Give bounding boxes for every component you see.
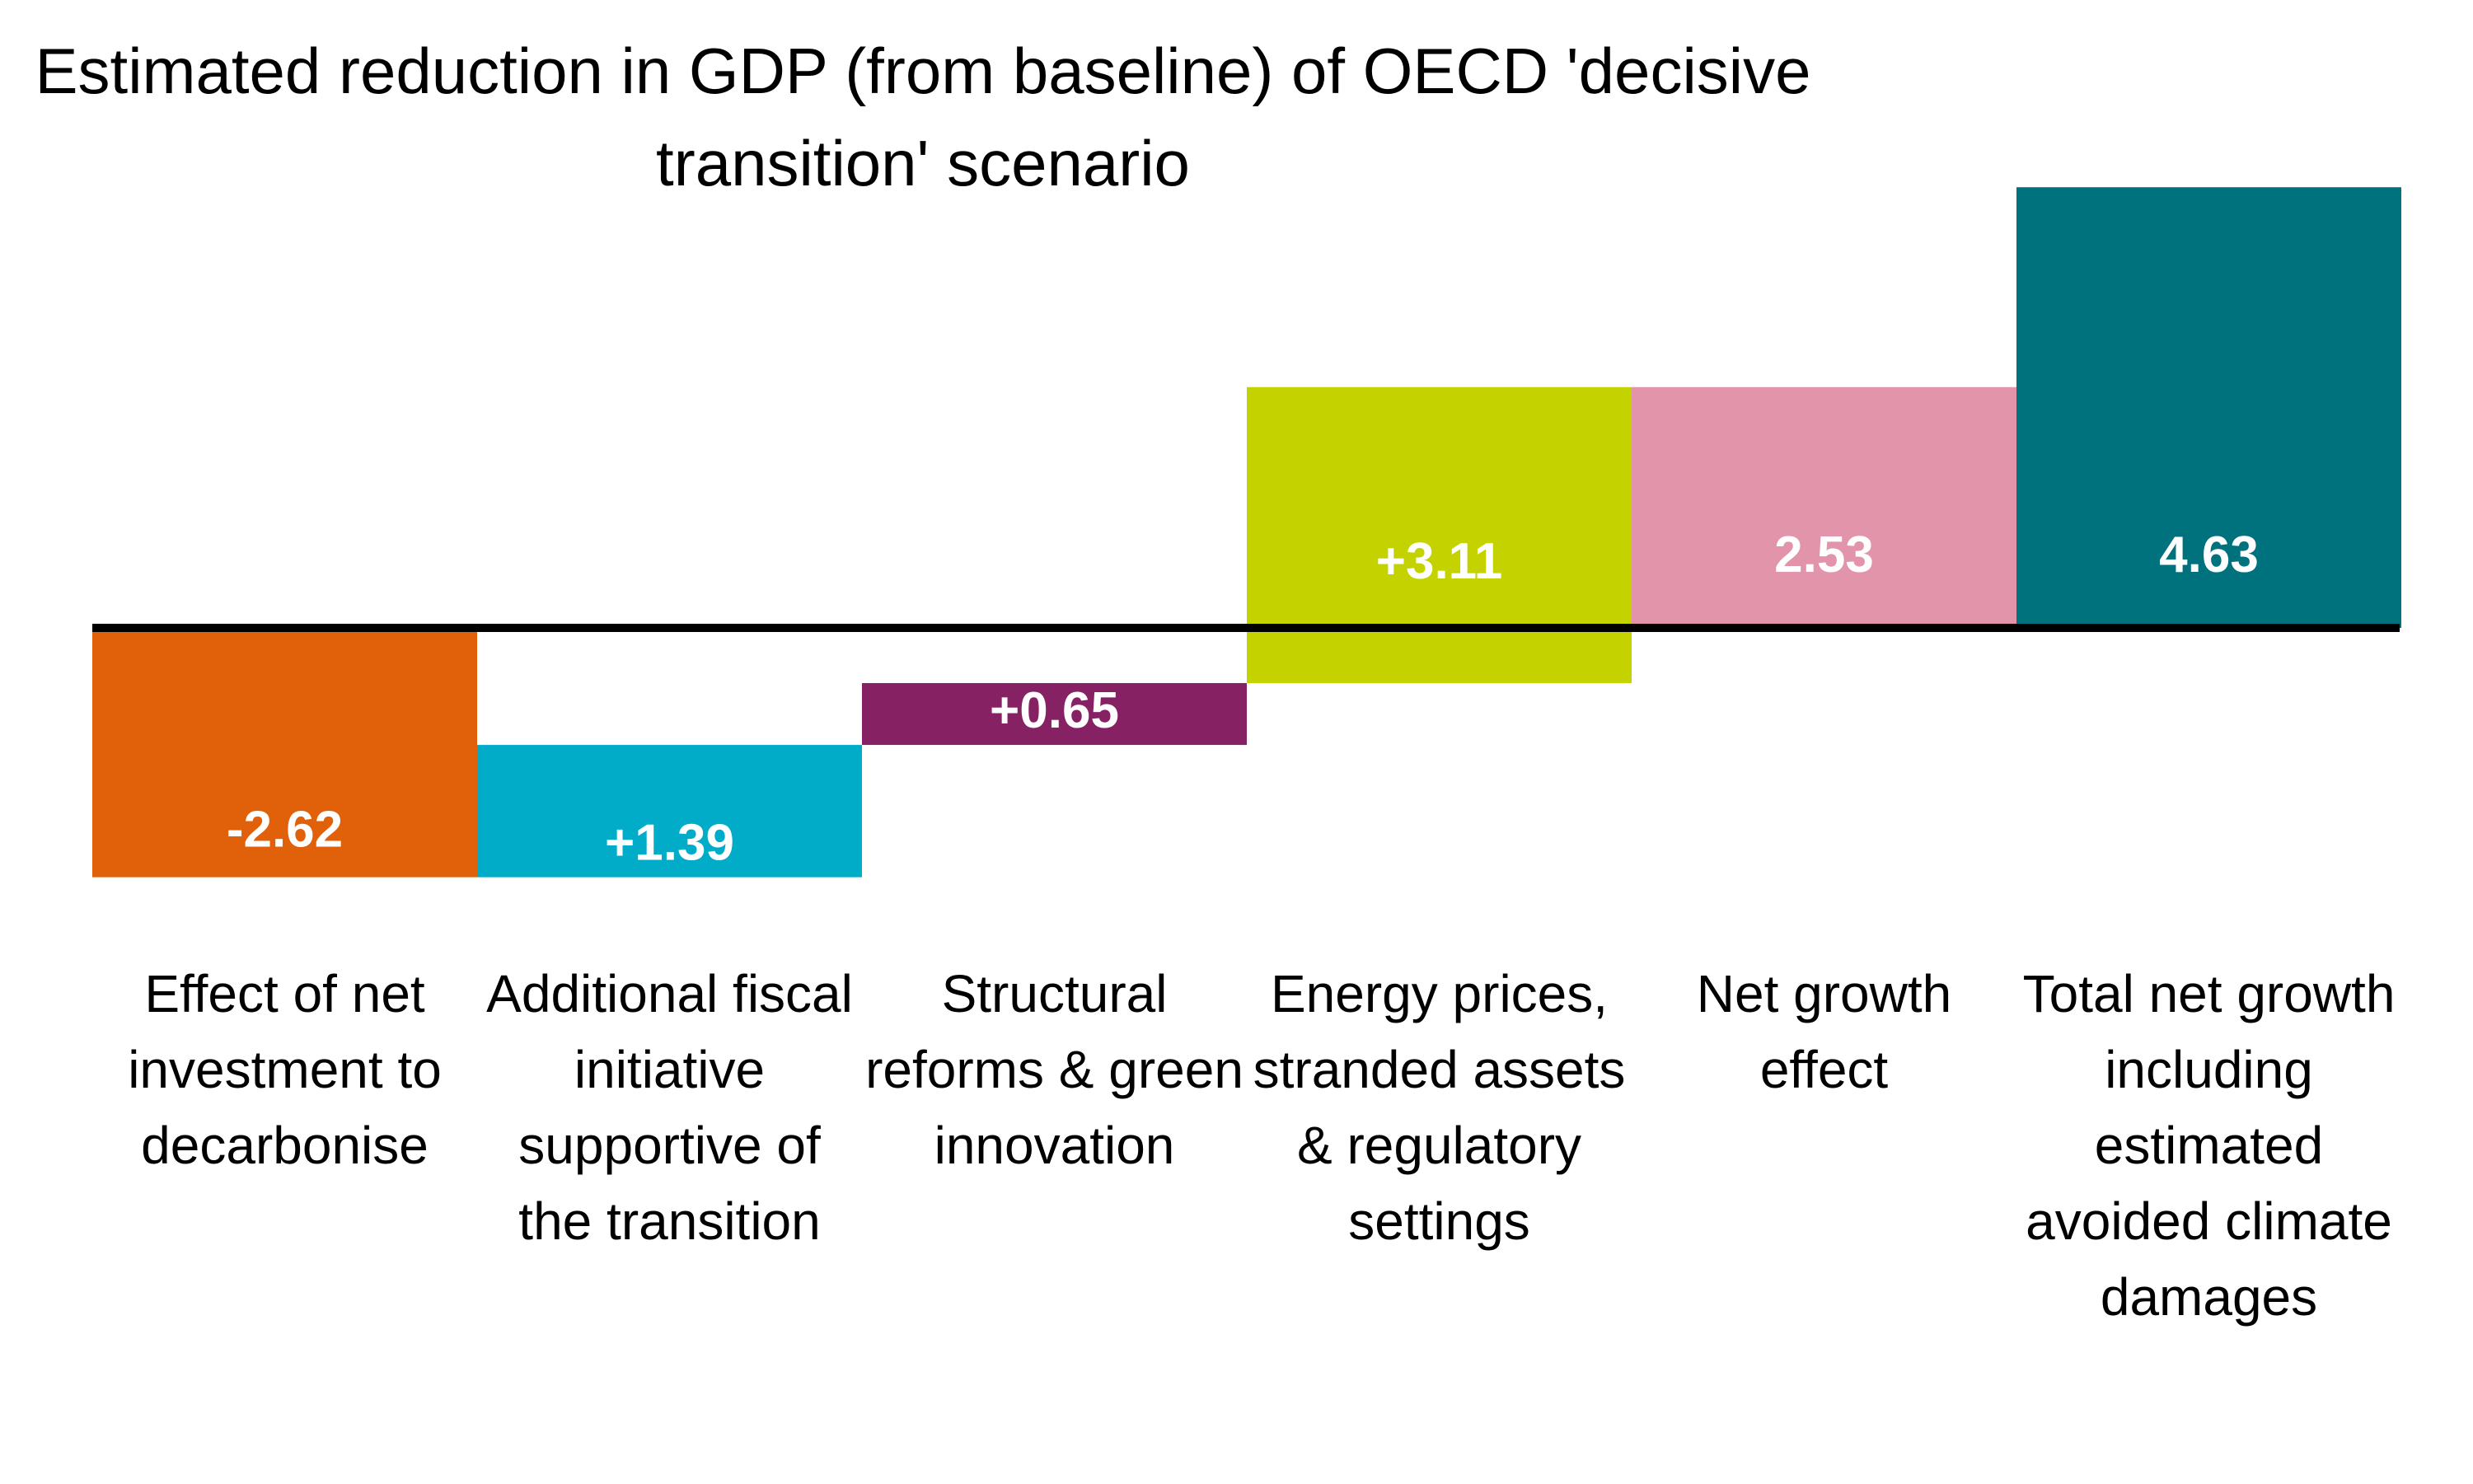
category-label-2: Additional fiscal initiative supportive … bbox=[486, 964, 853, 1251]
category-label-4: Energy prices, stranded assets & regulat… bbox=[1253, 964, 1626, 1251]
category-label-6: Total net growth including estimated avo… bbox=[2022, 964, 2396, 1327]
category-label-1: Effect of net investment to decarbonise bbox=[128, 964, 442, 1175]
bar-6 bbox=[2016, 187, 2401, 629]
bar-4 bbox=[1247, 386, 1632, 683]
value-label-5: 2.53 bbox=[1774, 527, 1874, 583]
value-label-3: +0.65 bbox=[990, 682, 1119, 739]
bar-2 bbox=[477, 745, 862, 878]
chart-title: Estimated reduction in GDP (from baselin… bbox=[35, 35, 1811, 199]
value-label-6: 4.63 bbox=[2159, 527, 2259, 583]
category-label-5: Net growth effect bbox=[1696, 964, 1952, 1099]
value-label-1: -2.62 bbox=[227, 802, 343, 859]
category-label-3: Structural reforms & green innovation bbox=[865, 964, 1244, 1175]
value-label-4: +3.11 bbox=[1376, 533, 1502, 590]
bar-5 bbox=[1632, 386, 2016, 628]
bar-3 bbox=[862, 682, 1247, 746]
value-labels-layer: -2.62 +1.39 +0.65 +3.11 2.53 4.63 bbox=[227, 527, 2259, 872]
value-label-2: +1.39 bbox=[605, 815, 734, 872]
bar-1 bbox=[92, 628, 477, 878]
bars-layer bbox=[92, 187, 2401, 878]
